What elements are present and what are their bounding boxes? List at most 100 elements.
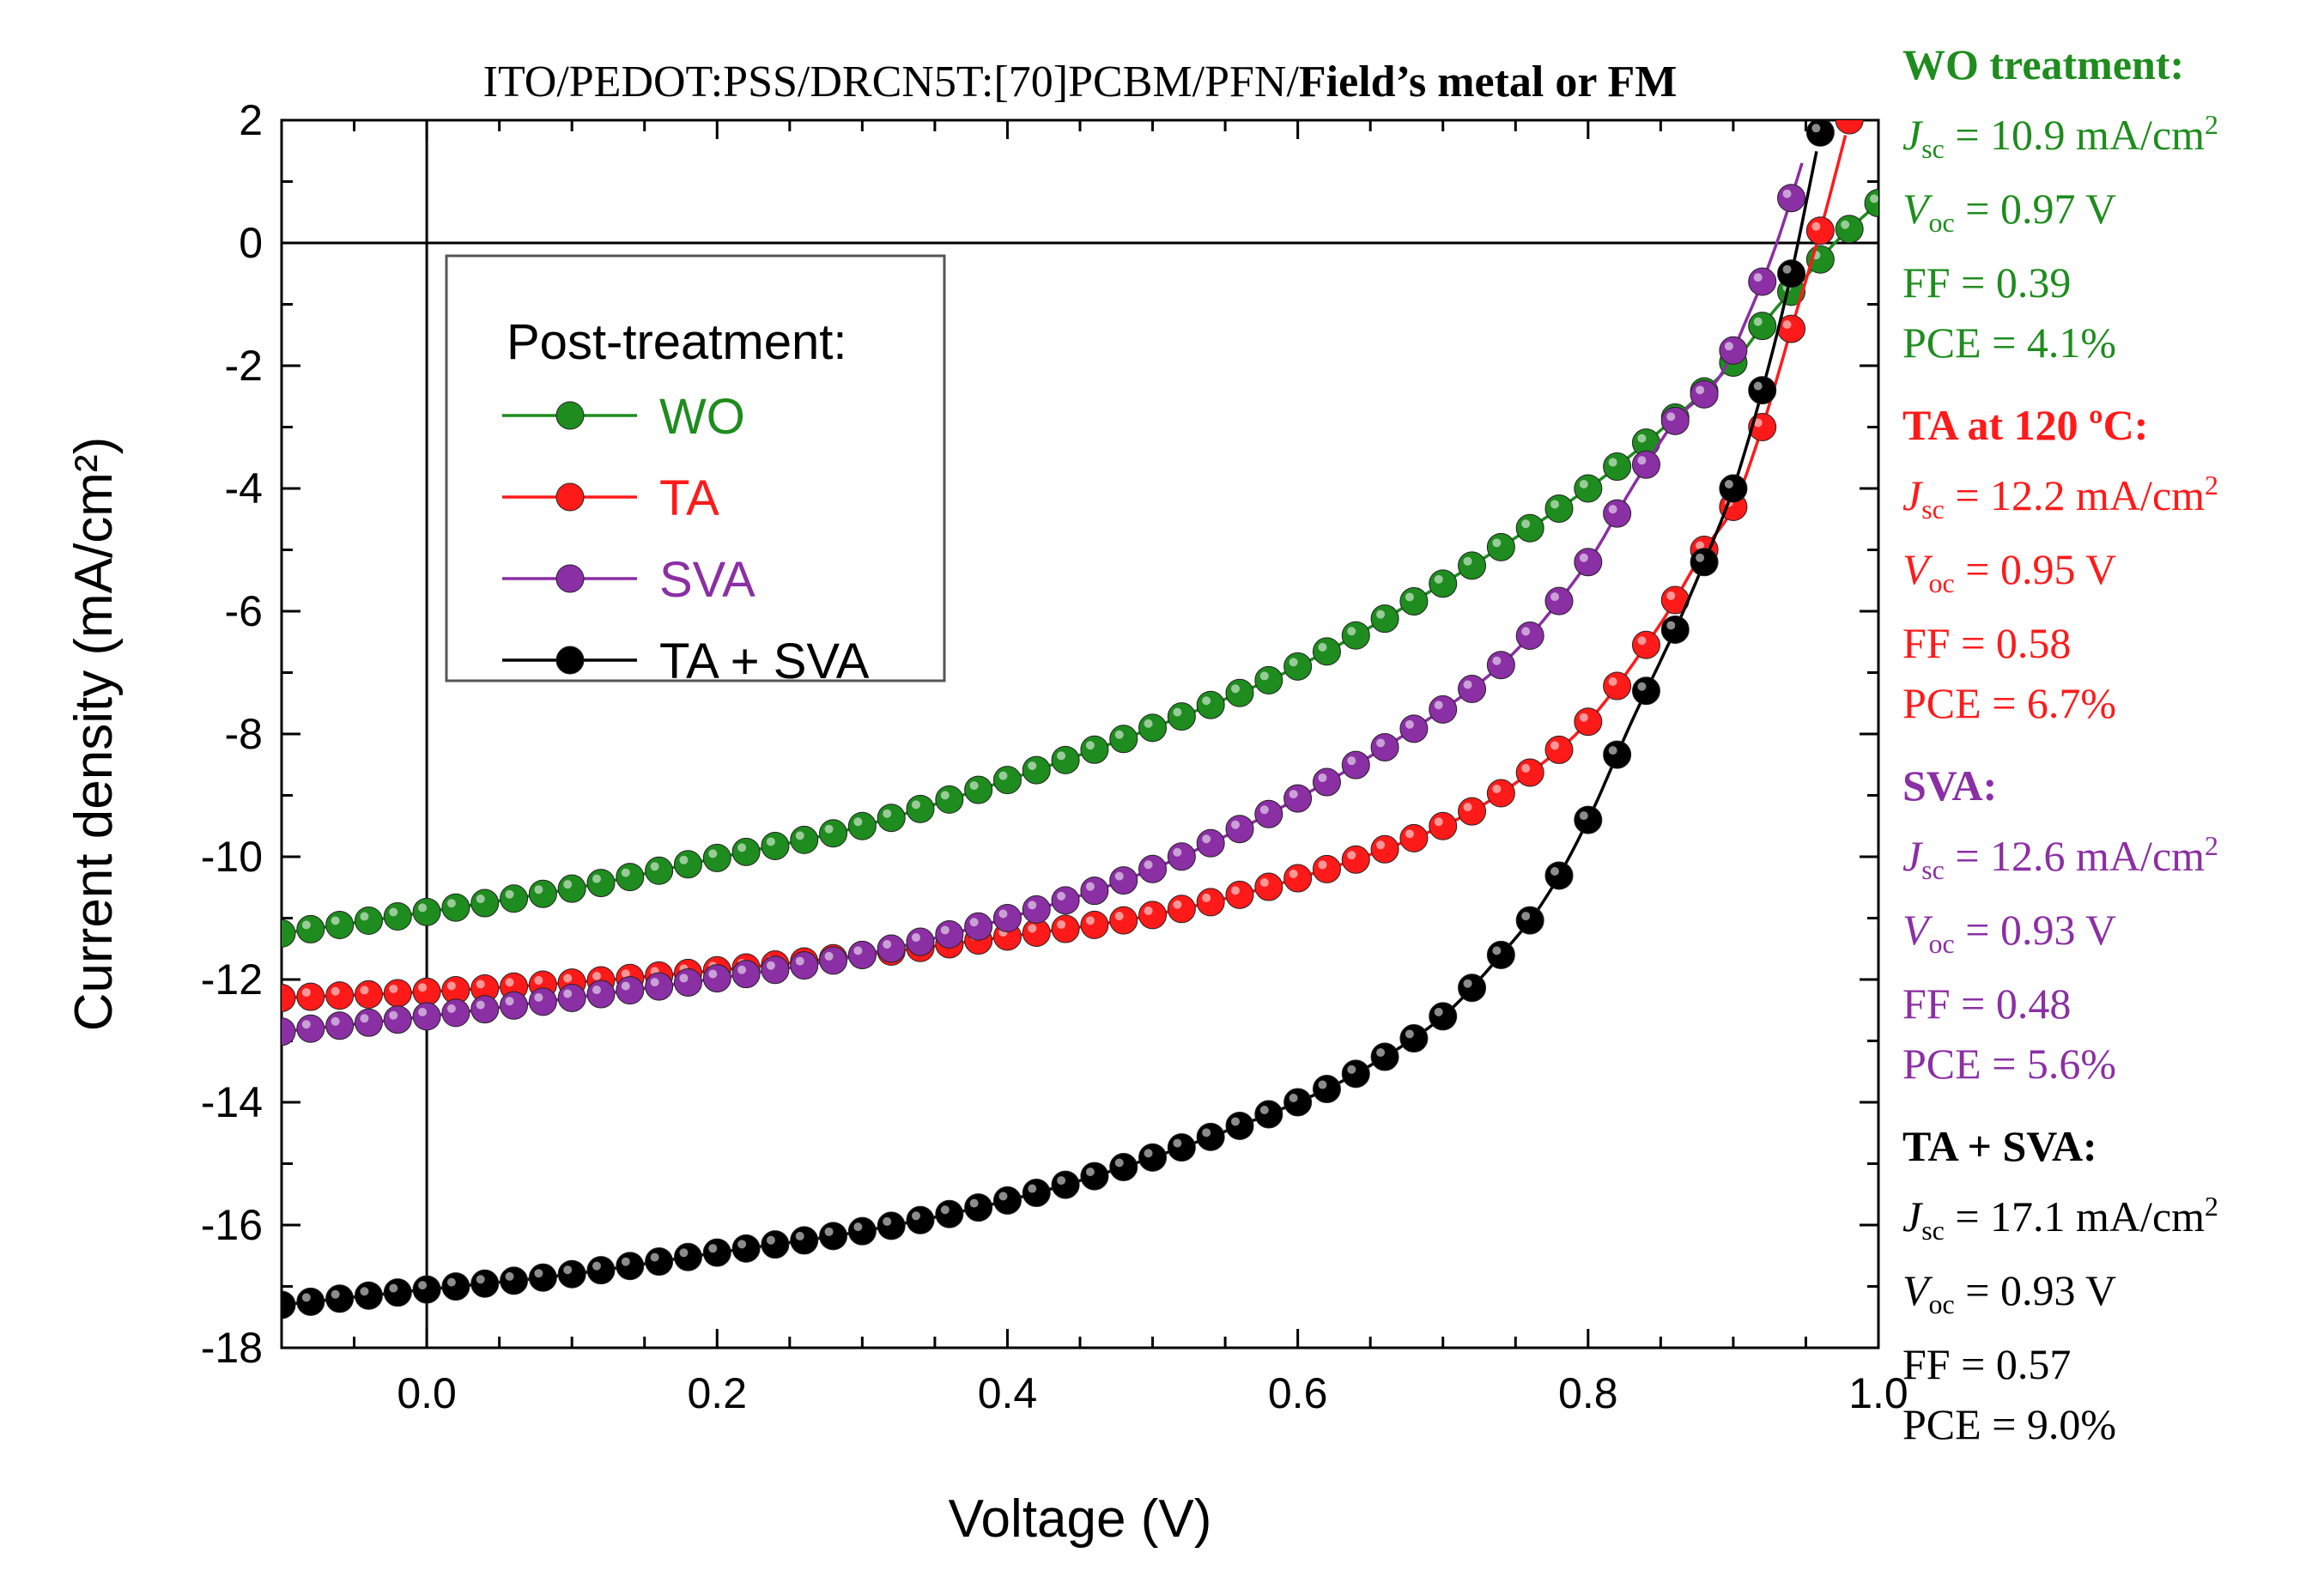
data-point	[1486, 651, 1515, 680]
data-point	[1544, 494, 1574, 523]
data-point-highlight	[563, 1265, 573, 1275]
data-point	[1022, 755, 1051, 785]
data-point-highlight	[476, 1275, 485, 1284]
data-point-highlight	[534, 885, 543, 895]
data-point-highlight	[1028, 1184, 1037, 1193]
data-point-highlight	[1318, 860, 1327, 870]
data-point	[296, 914, 325, 943]
data-point-highlight	[476, 895, 485, 904]
data-point	[296, 1014, 325, 1043]
data-point-highlight	[389, 1010, 398, 1020]
data-point-highlight	[1202, 696, 1211, 706]
data-point-highlight	[1434, 817, 1443, 827]
data-point-highlight	[418, 983, 428, 992]
data-point	[412, 1275, 441, 1304]
data-point	[1748, 267, 1777, 296]
annotation-block: SVA: Jsc = 12.6 mA/cm2 Voc = 0.93 V FF = 0.…	[1902, 755, 2218, 1094]
data-point	[1196, 828, 1225, 858]
data-point	[935, 785, 964, 814]
data-point	[1486, 779, 1515, 808]
data-point	[1109, 725, 1138, 754]
data-point	[1719, 474, 1748, 503]
data-point	[354, 980, 383, 1009]
y-tick-label: -8	[225, 710, 263, 758]
data-point-highlight	[1231, 820, 1240, 829]
annotation-block: WO treatment: Jsc = 10.9 mA/cm2 Voc = 0.97…	[1902, 34, 2218, 373]
data-point-highlight	[1492, 946, 1502, 955]
chart-title-normal: ITO/PEDOT:PSS/DRCN5T:[70]PCBM/PFN/	[483, 58, 1300, 106]
data-point-highlight	[1608, 677, 1617, 687]
data-point	[441, 893, 470, 922]
data-point-highlight	[1492, 785, 1502, 794]
data-point-highlight	[1579, 553, 1588, 562]
data-point-highlight	[1028, 901, 1037, 910]
data-point	[1603, 671, 1632, 701]
data-point-highlight	[592, 972, 601, 981]
data-point	[1283, 1088, 1313, 1117]
data-point	[673, 850, 702, 879]
data-point	[1080, 735, 1109, 764]
data-point-highlight	[1782, 320, 1792, 330]
data-point	[1312, 637, 1341, 666]
data-point	[528, 879, 557, 908]
annotation-jsc: Jsc = 17.1 mA/cm2	[1902, 1191, 2219, 1246]
data-point-highlight	[1637, 434, 1647, 443]
x-tick-label: 0.2	[688, 1369, 748, 1417]
data-point-highlight	[389, 984, 398, 993]
data-point-highlight	[1202, 893, 1211, 902]
data-point-highlight	[1289, 790, 1298, 799]
annotation-pce: PCE = 9.0%	[1902, 1400, 2117, 1448]
data-point	[906, 927, 935, 956]
data-point-highlight	[505, 889, 514, 899]
data-point-highlight	[1550, 592, 1559, 602]
data-point-highlight	[912, 933, 920, 943]
data-point-highlight	[1085, 916, 1095, 925]
data-point-highlight	[824, 951, 834, 961]
data-point-highlight	[1347, 627, 1356, 636]
data-point-highlight	[1318, 1080, 1327, 1089]
data-point	[557, 1259, 586, 1289]
plot-area: 0.0 0.2 0.4 0.6 0.8 1.0 2 0 -2 -4 -6 -8 -10 -12 -14 -16…	[64, 58, 1908, 1549]
data-point	[819, 946, 848, 975]
annotation-voc: Voc = 0.93 V	[1902, 906, 2117, 959]
data-point-highlight	[1434, 701, 1443, 710]
data-point	[731, 960, 761, 989]
data-point-highlight	[912, 1211, 920, 1221]
data-point-highlight	[331, 986, 340, 996]
data-point-highlight	[1434, 1007, 1443, 1016]
data-point	[1690, 379, 1719, 409]
legend-marker	[555, 564, 585, 593]
data-point-highlight	[505, 1271, 514, 1281]
data-point	[470, 889, 500, 918]
data-point	[847, 811, 877, 840]
data-point-highlight	[534, 992, 543, 1002]
data-point-highlight	[1724, 342, 1733, 351]
data-point	[1196, 1122, 1225, 1151]
data-point	[1486, 940, 1515, 969]
data-point	[1515, 906, 1544, 935]
data-point	[877, 934, 906, 963]
legend-marker	[555, 482, 585, 512]
data-point-highlight	[1521, 912, 1531, 921]
data-point-highlight	[1637, 682, 1647, 691]
data-point-highlight	[1463, 556, 1472, 566]
data-point	[790, 951, 819, 980]
data-point	[1196, 690, 1225, 719]
legend-marker	[555, 401, 585, 430]
data-point	[964, 1193, 993, 1222]
data-point	[1138, 1143, 1168, 1172]
data-point	[354, 1008, 383, 1037]
data-point	[1283, 784, 1313, 813]
data-point-highlight	[1085, 1168, 1095, 1177]
data-point-highlight	[621, 981, 630, 991]
chart-title-bold: Field’s metal or FM	[1299, 58, 1677, 106]
data-point-highlight	[331, 1016, 340, 1026]
data-point	[1312, 767, 1341, 797]
data-point	[383, 1278, 412, 1307]
data-point	[790, 825, 819, 854]
data-point	[1138, 713, 1168, 743]
data-point-highlight	[1811, 221, 1821, 231]
data-point	[964, 912, 993, 941]
data-point-highlight	[1492, 538, 1502, 548]
data-point	[1254, 872, 1283, 901]
